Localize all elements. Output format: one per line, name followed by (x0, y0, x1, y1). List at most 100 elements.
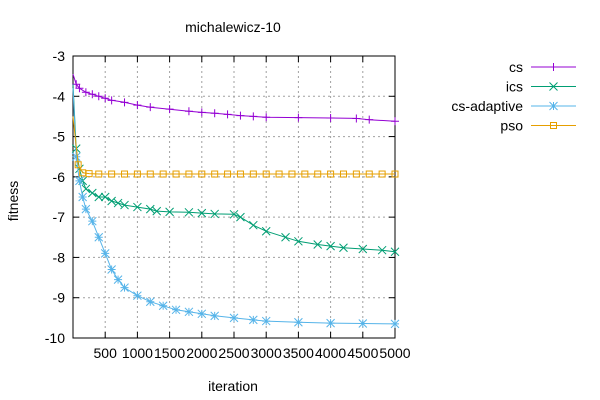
data-point-ics (197, 208, 207, 218)
data-point-cs-adaptive (113, 275, 123, 284)
legend-marker-ics (549, 82, 558, 91)
series-ics (71, 84, 400, 257)
x-tick-label: 2500 (218, 345, 249, 361)
data-point-cs-adaptive (107, 265, 116, 274)
data-point-cs (72, 80, 81, 89)
data-point-cs-adaptive (87, 216, 97, 226)
data-point-pso (352, 170, 360, 178)
data-point-pso (224, 170, 232, 178)
data-point-ics (377, 245, 387, 255)
data-point-pso (275, 170, 283, 178)
data-point-cs-adaptive (133, 291, 142, 301)
data-point-cs (165, 105, 174, 114)
data-point-pso (85, 170, 93, 178)
x-axis-label: iteration (208, 378, 258, 394)
data-point-pso (249, 170, 257, 178)
data-point-cs (75, 84, 84, 93)
data-point-cs-adaptive (294, 317, 303, 327)
data-point-cs-adaptive (326, 318, 335, 328)
data-point-ics (236, 212, 245, 222)
data-point-cs-adaptive (358, 319, 368, 328)
data-point-pso (391, 170, 399, 178)
data-point-ics (165, 207, 174, 217)
data-point-cs-adaptive (197, 309, 207, 319)
x-tick-label: 3000 (251, 345, 282, 361)
data-point-pso (211, 170, 219, 178)
data-point-cs (365, 115, 374, 124)
data-point-pso (236, 170, 244, 178)
y-tick-label: -5 (53, 129, 66, 145)
data-point-pso (159, 170, 167, 178)
plot-frame (72, 55, 396, 339)
data-point-cs-adaptive (158, 301, 168, 311)
legend-label-ics: ics (506, 79, 523, 95)
data-point-cs (81, 88, 90, 97)
data-point-pso (365, 170, 373, 178)
chart-title: michalewicz-10 (185, 19, 281, 35)
y-tick-label: -6 (53, 169, 66, 185)
data-point-cs-adaptive (94, 232, 104, 242)
data-point-cs (133, 101, 142, 110)
legend-label-pso: pso (500, 118, 523, 134)
data-point-ics (248, 220, 258, 230)
data-point-cs (249, 112, 258, 121)
x-tick-label: 4000 (315, 345, 346, 361)
data-point-ics (120, 200, 129, 210)
data-point-cs-adaptive (71, 152, 81, 162)
axes: -3 -4 -5 -6 -7 -8 -9 -10 500 1000 1500 2000 2500 3000… (45, 48, 411, 361)
grid (73, 56, 395, 338)
data-point-cs-adaptive (390, 319, 400, 329)
series-cs-adaptive (71, 88, 400, 329)
y-tick-label: -4 (53, 88, 66, 104)
y-tick-label: -7 (53, 209, 66, 225)
data-point-ics (261, 226, 271, 236)
data-point-ics (145, 204, 155, 214)
x-tick-label: 3500 (283, 345, 314, 361)
data-point-cs (197, 108, 206, 117)
data-point-cs-adaptive (100, 249, 110, 258)
data-point-cs-adaptive (81, 204, 91, 214)
data-point-cs-adaptive (248, 315, 258, 325)
x-tick-label: 1000 (122, 345, 153, 361)
series-pso (72, 116, 399, 178)
data-point-pso (262, 170, 270, 178)
data-point-cs (210, 109, 219, 118)
series-layer (71, 73, 400, 329)
legend-marker-cs-adaptive (549, 101, 558, 111)
data-point-ics (313, 240, 323, 249)
data-point-ics (113, 198, 123, 208)
data-point-ics (94, 192, 104, 202)
data-point-cs (107, 96, 116, 105)
data-point-pso (108, 170, 116, 178)
data-point-cs (146, 103, 155, 112)
data-point-ics (100, 192, 110, 202)
data-point-ics (87, 188, 97, 198)
data-point-cs (326, 114, 335, 123)
legend-marker-pso (550, 122, 557, 129)
data-point-ics (81, 184, 91, 194)
data-point-ics (210, 209, 220, 219)
data-point-pso (95, 170, 103, 178)
y-tick-label: -3 (53, 48, 66, 64)
data-point-cs-adaptive (261, 316, 271, 326)
data-point-pso (339, 170, 347, 178)
data-point-cs-adaptive (78, 192, 88, 202)
legend-marker-cs (549, 63, 558, 71)
x-tick-label: 500 (94, 345, 118, 361)
data-point-cs (223, 110, 232, 119)
data-point-pso (172, 170, 180, 178)
data-point-ics (152, 206, 162, 216)
data-point-cs-adaptive (75, 176, 84, 186)
legend: cs ics cs-adaptive pso (451, 59, 576, 134)
data-point-ics (229, 209, 239, 219)
data-point-cs (94, 92, 103, 101)
data-point-ics (294, 236, 303, 246)
data-point-cs-adaptive (184, 307, 194, 317)
x-tick-label: 2000 (186, 345, 217, 361)
x-tick-label: 4500 (347, 345, 378, 361)
legend-label-cs-adaptive: cs-adaptive (451, 98, 523, 114)
data-point-ics (339, 243, 348, 253)
data-point-cs-adaptive (210, 311, 220, 321)
data-point-pso (288, 170, 296, 178)
